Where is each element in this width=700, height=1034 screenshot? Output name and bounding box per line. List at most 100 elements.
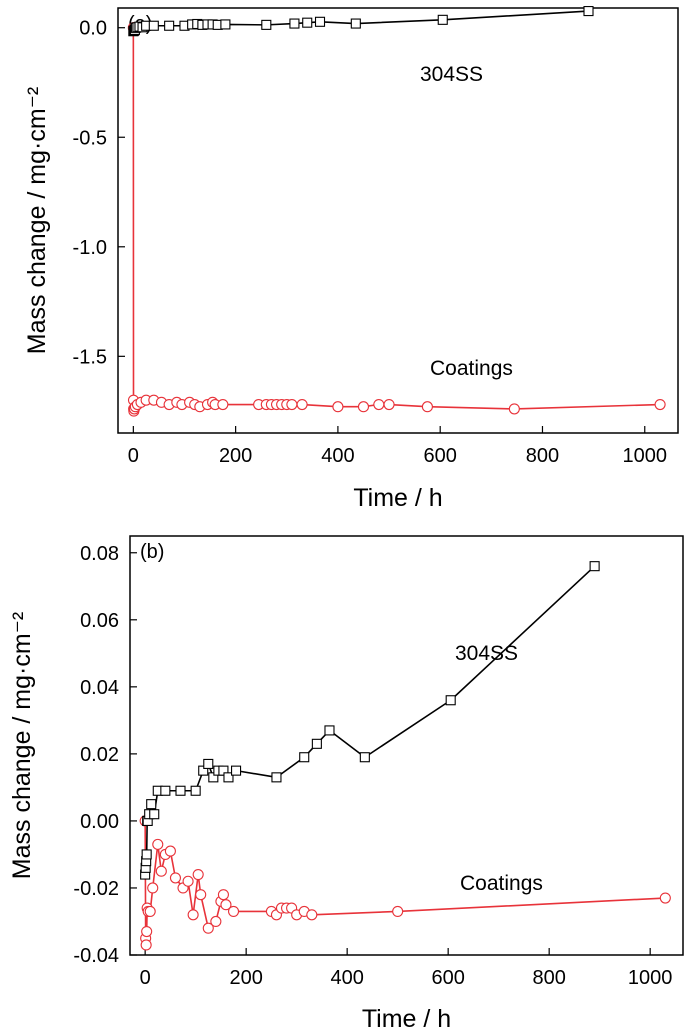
data-point-coatings: [155, 865, 167, 877]
data-point-coatings: [227, 905, 240, 917]
data-point-304ss: [350, 18, 361, 29]
data-point-304ss: [314, 16, 326, 27]
x-tick-label: 400: [321, 445, 354, 467]
data-point-coatings: [140, 939, 152, 951]
data-point-304ss: [190, 785, 201, 796]
data-point-304ss: [164, 20, 175, 31]
x-tick-label: 1000: [628, 967, 673, 989]
data-point-304ss: [231, 765, 242, 776]
y-axis-label: Mass change / mg·cm⁻²: [8, 612, 36, 879]
data-point-304ss: [324, 725, 335, 736]
series-label-coatings: Coatings: [460, 872, 543, 895]
data-point-304ss: [203, 758, 214, 769]
panel-b: 0 200 400 600 800 1000 0.08 0.06 0.04 0.02 0.00 -0.…: [8, 535, 684, 1033]
series-304ss: [140, 561, 600, 880]
data-point-coatings: [144, 905, 156, 917]
series-label-304ss: 304SS: [455, 642, 518, 665]
data-point-304ss: [589, 561, 600, 572]
data-point-304ss: [198, 765, 209, 776]
data-point-coatings: [210, 915, 222, 928]
data-point-coatings: [373, 398, 385, 411]
x-tick-label: 0: [128, 445, 139, 467]
series-coatings: [127, 22, 666, 417]
data-point-coatings: [286, 398, 298, 411]
y-axis-label: Mass change / mg·cm⁻²: [23, 87, 51, 354]
data-point-coatings: [357, 401, 370, 413]
data-point-coatings: [296, 398, 308, 411]
series-304ss: [128, 6, 594, 37]
data-point-coatings: [141, 925, 153, 938]
data-point-coatings: [164, 845, 176, 857]
data-point-coatings: [217, 398, 229, 411]
series-coatings: [139, 815, 671, 951]
x-tick-label: 200: [229, 967, 262, 989]
data-point-304ss: [149, 809, 160, 820]
data-point-304ss: [302, 17, 313, 28]
data-point-304ss: [299, 752, 310, 763]
data-point-304ss: [220, 19, 231, 30]
x-tick-label: 800: [526, 445, 559, 467]
series-line-coatings: [144, 820, 666, 946]
data-point-304ss: [445, 695, 456, 706]
data-point-304ss: [218, 765, 229, 776]
data-point-304ss: [148, 20, 159, 31]
series-line-304ss: [144, 565, 596, 875]
x-tick-label: 600: [431, 967, 464, 989]
data-point-coatings: [195, 889, 207, 901]
data-point-304ss: [261, 19, 272, 30]
data-point-304ss: [583, 6, 594, 17]
data-point-coatings: [383, 398, 395, 411]
data-point-coatings: [182, 875, 194, 887]
data-point-coatings: [217, 889, 229, 901]
data-point-304ss: [160, 785, 171, 796]
panel-a: 0 200 400 600 800 1000 0.0 -0.5 -1.0 -1.5 Time / h…: [23, 6, 679, 512]
plot-frame: [117, 7, 679, 434]
panel-label: (b): [140, 541, 164, 563]
data-point-304ss: [146, 799, 157, 810]
data-point-coatings: [192, 869, 204, 881]
x-axis-label: Time / h: [362, 1005, 451, 1033]
y-tick-label: -0.5: [73, 127, 107, 149]
data-point-304ss: [223, 772, 234, 783]
data-point-304ss: [208, 772, 219, 783]
series-label-304ss: 304SS: [420, 63, 483, 86]
data-point-coatings: [654, 398, 666, 411]
x-axis-label: Time / h: [353, 484, 442, 512]
y-tick-label: -0.04: [73, 945, 119, 967]
data-point-304ss: [359, 752, 370, 763]
data-point-304ss: [311, 738, 322, 749]
data-point-coatings: [306, 909, 318, 921]
y-tick-label: 0.00: [80, 811, 119, 833]
y-tick-label: -1.0: [73, 237, 107, 259]
y-tick-label: 0.04: [80, 677, 119, 699]
x-tick-label: 1000: [623, 445, 668, 467]
data-point-304ss: [289, 18, 300, 29]
y-tick-label: 0.06: [80, 610, 119, 632]
data-point-coatings: [152, 838, 164, 850]
y-tick-label: -1.5: [73, 346, 107, 368]
y-tick-label: 0.02: [80, 744, 119, 766]
data-point-304ss: [175, 785, 186, 796]
data-point-coatings: [392, 905, 404, 917]
data-point-coatings: [332, 401, 344, 413]
plot-frame: [129, 535, 684, 956]
x-tick-label: 600: [424, 445, 457, 467]
data-point-304ss: [437, 14, 448, 25]
data-point-304ss: [271, 772, 282, 783]
y-tick-label: -0.02: [73, 878, 119, 900]
x-tick-label: 400: [330, 967, 363, 989]
series-line-coatings: [132, 27, 661, 412]
data-point-coatings: [147, 882, 159, 894]
x-tick-label: 200: [219, 445, 252, 467]
data-point-coatings: [659, 892, 671, 904]
data-point-coatings: [220, 899, 232, 911]
x-tick-label: 800: [532, 967, 565, 989]
data-point-coatings: [421, 401, 433, 413]
series-label-coatings: Coatings: [430, 357, 513, 380]
data-point-coatings: [508, 403, 520, 415]
data-point-coatings: [169, 872, 182, 884]
y-tick-label: 0.08: [80, 543, 119, 565]
data-point-304ss: [141, 849, 152, 860]
x-tick-label: 0: [140, 967, 151, 989]
